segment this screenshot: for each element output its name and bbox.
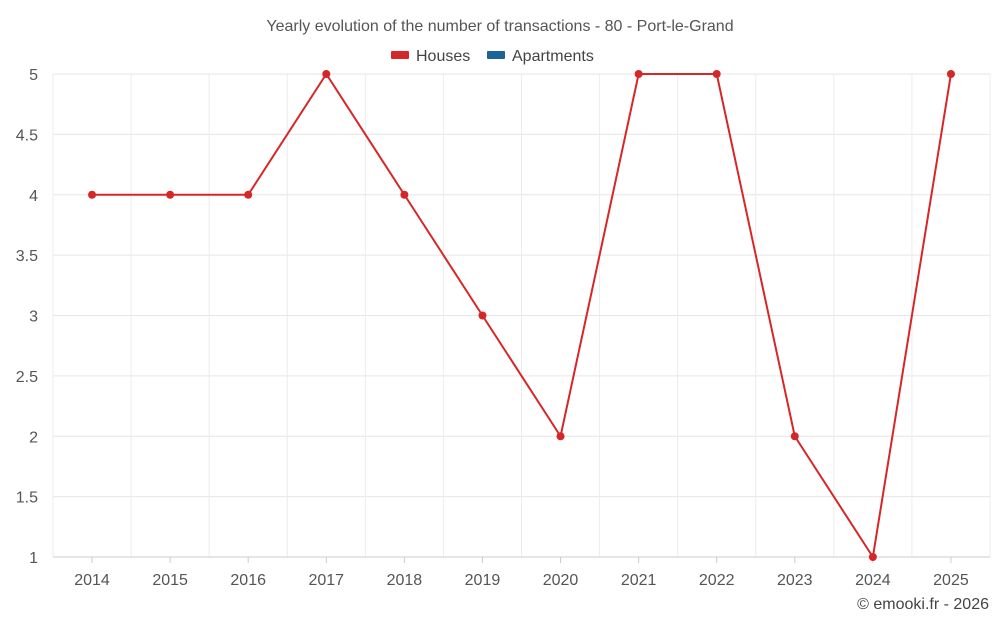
x-tick-label: 2018 <box>387 572 423 589</box>
data-point[interactable] <box>400 190 409 199</box>
grid <box>52 73 991 558</box>
data-point[interactable] <box>244 190 253 199</box>
y-tick-label: 1.5 <box>16 490 38 507</box>
data-point[interactable] <box>322 70 331 78</box>
data-point[interactable] <box>868 553 877 561</box>
credit-text: © emooki.fr - 2026 <box>857 596 989 613</box>
x-tick-label: 2022 <box>699 572 735 589</box>
data-point[interactable] <box>166 190 175 199</box>
y-tick-label: 3.5 <box>16 248 38 265</box>
y-tick-label: 4 <box>29 188 38 205</box>
data-point[interactable] <box>556 432 565 441</box>
x-tick-label: 2015 <box>152 572 188 589</box>
x-axis: 2014 2015 2016 2017 2018 2019 2020 2021 2022 2023… <box>53 556 990 589</box>
x-tick-label: 2014 <box>74 572 110 589</box>
y-tick-label: 1 <box>29 550 38 567</box>
y-tick-label: 5 <box>29 67 38 84</box>
y-tick-label: 2 <box>29 429 38 446</box>
x-tick-label: 2023 <box>777 572 813 589</box>
x-tick-label: 2025 <box>933 572 969 589</box>
legend-label-houses: Houses <box>416 48 470 65</box>
x-tick-label: 2017 <box>308 572 344 589</box>
y-axis: 1 1.5 2 2.5 3 3.5 4 4.5 5 <box>16 67 38 567</box>
legend-swatch-houses <box>391 51 409 59</box>
chart-title: Yearly evolution of the number of transa… <box>266 18 733 35</box>
legend-item-houses[interactable]: Houses <box>391 48 470 65</box>
x-tick-label: 2024 <box>855 572 891 589</box>
legend-item-apartments[interactable]: Apartments <box>487 48 594 65</box>
series-line-houses <box>92 73 952 558</box>
x-tick-label: 2020 <box>543 572 579 589</box>
x-tick-label: 2016 <box>230 572 266 589</box>
data-point[interactable] <box>946 70 955 78</box>
y-tick-label: 4.5 <box>16 127 38 144</box>
data-point[interactable] <box>478 311 487 320</box>
data-point[interactable] <box>634 70 643 78</box>
data-point[interactable] <box>88 190 97 199</box>
legend-swatch-apartments <box>487 51 505 59</box>
series-houses <box>88 70 955 561</box>
legend-label-apartments: Apartments <box>512 48 594 65</box>
data-point[interactable] <box>712 70 721 78</box>
x-tick-label: 2019 <box>465 572 501 589</box>
data-point[interactable] <box>790 432 799 441</box>
y-tick-label: 2.5 <box>16 369 38 386</box>
x-tick-label: 2021 <box>621 572 657 589</box>
legend: Houses Apartments <box>391 48 594 65</box>
y-tick-label: 3 <box>29 309 38 326</box>
